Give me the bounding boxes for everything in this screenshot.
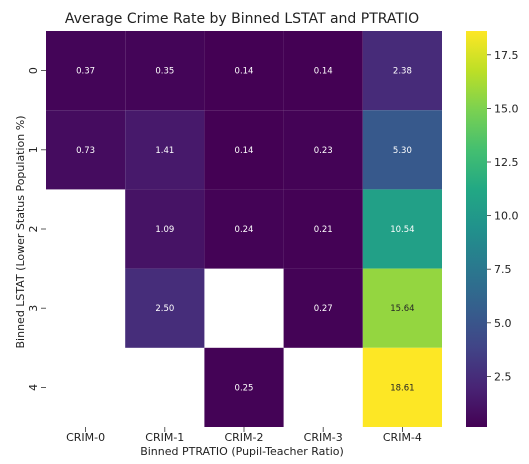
y-tick-label: 1 xyxy=(27,146,40,153)
heatmap-cell xyxy=(46,31,126,111)
x-tick-label: CRIM-1 xyxy=(145,431,184,444)
y-tick-label: 3 xyxy=(27,305,40,312)
heatmap-cell xyxy=(283,189,363,269)
y-axis-ticks: 0 1 2 3 4 xyxy=(27,67,46,391)
x-axis-ticks: CRIM-0 CRIM-1 CRIM-2 CRIM-3 CRIM-4 xyxy=(66,427,422,444)
heatmap-cell xyxy=(125,268,205,348)
cell-value-label: 0.24 xyxy=(235,225,254,235)
heatmap-cell xyxy=(125,110,205,190)
heatmap-cells: 0.37 0.35 0.14 0.14 2.38 0.73 1.41 0.14 0.23 5.30… xyxy=(46,31,442,427)
heatmap-cell xyxy=(362,31,442,111)
colorbar-gradient xyxy=(466,31,487,427)
y-axis-label: Binned LSTAT (Lower Status Population %) xyxy=(14,116,27,349)
heatmap-cell xyxy=(362,189,442,269)
colorbar: 2.5 5.0 7.5 10.0 12.5 15.0 17.5 xyxy=(466,31,519,427)
y-tick-label: 0 xyxy=(27,67,40,74)
y-tick-label: 4 xyxy=(27,384,40,391)
cell-value-label: 10.54 xyxy=(390,225,414,235)
cell-value-label: 18.61 xyxy=(390,383,414,393)
cell-value-label: 0.23 xyxy=(314,146,333,156)
cell-value-label: 1.09 xyxy=(155,225,174,235)
cell-value-label: 0.14 xyxy=(314,67,333,77)
heatmap-cell xyxy=(204,347,284,427)
heatmap-cell xyxy=(283,268,363,348)
heatmap-cell xyxy=(125,31,205,111)
heatmap-cell xyxy=(204,189,284,269)
cell-value-label: 0.73 xyxy=(76,146,95,156)
heatmap-cell xyxy=(362,268,442,348)
heatmap-cell xyxy=(204,31,284,111)
heatmap-cell xyxy=(283,31,363,111)
cell-value-label: 2.38 xyxy=(393,67,412,77)
cell-value-label: 0.27 xyxy=(314,304,333,314)
colorbar-tick-label: 5.0 xyxy=(494,317,512,330)
heatmap-cell xyxy=(362,347,442,427)
cell-value-label: 0.14 xyxy=(235,146,254,156)
x-tick-label: CRIM-2 xyxy=(224,431,263,444)
colorbar-tick-label: 10.0 xyxy=(494,210,519,223)
colorbar-tick-label: 7.5 xyxy=(494,263,512,276)
cell-value-label: 5.30 xyxy=(393,146,412,156)
cell-value-label: 0.21 xyxy=(314,225,333,235)
cell-value-label: 0.14 xyxy=(235,67,254,77)
y-tick-label: 2 xyxy=(27,226,40,233)
x-tick-label: CRIM-3 xyxy=(304,431,343,444)
x-axis-label: Binned PTRATIO (Pupil-Teacher Ratio) xyxy=(140,445,344,458)
colorbar-tick-label: 12.5 xyxy=(494,156,519,169)
x-tick-label: CRIM-4 xyxy=(383,431,422,444)
colorbar-tick-label: 17.5 xyxy=(494,49,519,62)
heatmap-cell xyxy=(125,189,205,269)
colorbar-tick-label: 2.5 xyxy=(494,370,512,383)
cell-value-label: 0.37 xyxy=(76,67,95,77)
heatmap-cell xyxy=(46,110,126,190)
cell-value-label: 15.64 xyxy=(390,304,414,314)
x-tick-label: CRIM-0 xyxy=(66,431,105,444)
heatmap-cell xyxy=(362,110,442,190)
colorbar-tick-label: 15.0 xyxy=(494,102,519,115)
cell-value-label: 1.41 xyxy=(155,146,174,156)
cell-value-label: 2.50 xyxy=(155,304,174,314)
heatmap-cell xyxy=(283,110,363,190)
cell-value-label: 0.25 xyxy=(235,383,254,393)
heatmap-cell xyxy=(204,110,284,190)
chart-title: Average Crime Rate by Binned LSTAT and P… xyxy=(65,11,419,27)
cell-value-label: 0.35 xyxy=(155,67,174,77)
